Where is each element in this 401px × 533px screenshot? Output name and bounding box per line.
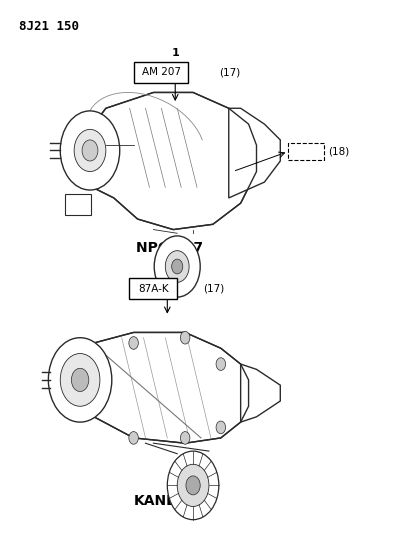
Circle shape xyxy=(129,337,138,349)
Circle shape xyxy=(180,432,189,444)
Polygon shape xyxy=(74,333,248,443)
Circle shape xyxy=(60,353,100,406)
Polygon shape xyxy=(240,364,279,422)
Circle shape xyxy=(71,368,89,392)
Circle shape xyxy=(82,140,98,161)
Circle shape xyxy=(215,421,225,434)
Circle shape xyxy=(177,464,209,506)
Circle shape xyxy=(186,476,200,495)
Text: (17): (17) xyxy=(218,67,239,77)
Text: 87A-K: 87A-K xyxy=(138,284,168,294)
Polygon shape xyxy=(228,108,279,198)
Circle shape xyxy=(167,451,218,520)
Circle shape xyxy=(171,259,182,274)
FancyBboxPatch shape xyxy=(134,62,188,83)
Text: KANDA: KANDA xyxy=(134,494,188,508)
FancyBboxPatch shape xyxy=(65,194,91,215)
Circle shape xyxy=(165,251,188,282)
Text: AM 207: AM 207 xyxy=(142,67,180,77)
Circle shape xyxy=(60,111,119,190)
Circle shape xyxy=(74,130,105,172)
Circle shape xyxy=(48,338,111,422)
Text: (17): (17) xyxy=(203,284,224,294)
Text: (18): (18) xyxy=(327,147,348,157)
Text: 2: 2 xyxy=(163,264,171,274)
Text: 8J21 150: 8J21 150 xyxy=(18,20,79,33)
Circle shape xyxy=(129,432,138,444)
Text: NPG 207: NPG 207 xyxy=(136,241,203,255)
Polygon shape xyxy=(82,92,256,230)
Circle shape xyxy=(180,332,189,344)
FancyBboxPatch shape xyxy=(129,278,177,299)
Text: 1: 1 xyxy=(171,48,179,58)
Circle shape xyxy=(154,236,200,297)
Circle shape xyxy=(215,358,225,370)
Bar xyxy=(288,143,323,160)
